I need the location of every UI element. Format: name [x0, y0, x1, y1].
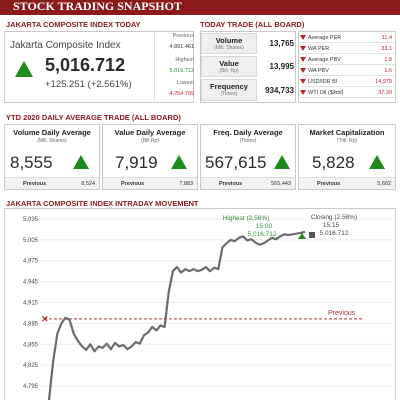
- indicator-row: WA PBV 1.6: [300, 67, 394, 76]
- indicator-row: USD/IDR BI 14,979: [300, 78, 394, 87]
- up-arrow-icon: [369, 155, 385, 174]
- ytd-box-footer: Previous 565,443: [201, 177, 295, 189]
- previous-label: Previous: [172, 33, 194, 39]
- value-unit: (Bill. Rp): [219, 68, 239, 74]
- indicator-value: 14,979: [375, 79, 392, 85]
- page-title: STOCK TRADING SNAPSHOT: [13, 0, 182, 13]
- ytd-box-unit: (Bill.Rp): [141, 138, 159, 144]
- frequency-unit: (Times): [220, 91, 238, 97]
- ytd-box-footer: Previous 5,682: [299, 177, 395, 189]
- ytd-box-value: 5,828: [312, 153, 355, 172]
- indicator-row: WTI Oil ($/bbl) 37.30: [300, 89, 394, 98]
- ytd-prev-value: 7,883: [179, 181, 193, 187]
- ytd-box-footer: Previous 8,524: [5, 177, 99, 189]
- ytd-box-unit: (Mill. Shares): [37, 138, 67, 144]
- ytd-box-frequency: Freq. Daily Average (Times) 567,615 Prev…: [200, 124, 296, 190]
- highest-value: 5,016.712: [169, 68, 194, 74]
- ytd-box-value: 8,555: [10, 153, 53, 172]
- frequency-label-cell: Frequency (Times): [201, 79, 257, 101]
- ytd-box-value: 567,615: [205, 153, 267, 172]
- down-arrow-icon: [300, 68, 306, 73]
- value-label-cell: Value (Bill. Rp): [201, 56, 257, 77]
- down-arrow-icon: [300, 35, 306, 40]
- indicator-value: 11.4: [381, 35, 392, 41]
- ytd-box-value-avg: Value Daily Average (Bill.Rp) 7,919 Prev…: [102, 124, 198, 190]
- indicator-label: Average PER: [308, 35, 342, 41]
- volume-unit: (Mill. Shares): [214, 45, 244, 51]
- up-arrow-icon: [171, 155, 187, 174]
- jci-value: 5,016.712: [45, 55, 126, 75]
- up-arrow-icon: [15, 61, 33, 82]
- indicator-row: Average PBV 1.8: [300, 56, 394, 65]
- volume-label: Volume: [215, 36, 243, 45]
- volume-value: 13,765: [269, 39, 294, 48]
- ytd-prev-label: Previous: [219, 181, 243, 187]
- ytd-box-title: Freq. Daily Average: [213, 128, 283, 137]
- ytd-prev-label: Previous: [121, 181, 145, 187]
- indicator-value: 33.1: [381, 46, 392, 52]
- down-arrow-icon: [300, 57, 306, 62]
- lowest-label: Lowest: [176, 80, 194, 86]
- jci-box: [4, 31, 194, 103]
- value-value: 13,995: [269, 62, 294, 71]
- ytd-box-volume: Volume Daily Average (Mill. Shares) 8,55…: [4, 124, 100, 190]
- volume-label-cell: Volume (Mill. Shares): [201, 33, 257, 54]
- indicator-row: Average PER 11.4: [300, 34, 394, 43]
- down-arrow-icon: [300, 90, 306, 95]
- indicator-label: WTI Oil ($/bbl): [308, 90, 344, 96]
- up-arrow-icon: [274, 155, 290, 174]
- header-bar: STOCK TRADING SNAPSHOT: [0, 0, 400, 15]
- down-arrow-icon: [300, 46, 306, 51]
- indicators-box: [298, 31, 396, 103]
- intraday-chart-box: [4, 208, 396, 400]
- value-label: Value: [219, 59, 239, 68]
- jci-section-title: JAKARTA COMPOSITE INDEX TODAY: [6, 20, 141, 29]
- indicator-value: 1.8: [384, 57, 392, 63]
- frequency-label: Frequency: [210, 82, 248, 91]
- indicator-label: WA PER: [308, 46, 330, 52]
- ytd-box-market-cap: Market Capitalization (Trill. Rp) 5,828 …: [298, 124, 396, 190]
- intraday-section-title: JAKARTA COMPOSITE INDEX INTRADAY MOVEMEN…: [6, 199, 199, 208]
- highest-label: Highest: [175, 57, 194, 63]
- indicator-value: 37.30: [378, 90, 392, 96]
- previous-value: 4,891.461: [169, 44, 194, 50]
- indicator-value: 1.6: [384, 68, 392, 74]
- frequency-value: 934,733: [265, 86, 294, 95]
- indicator-label: USD/IDR BI: [308, 79, 338, 85]
- ytd-box-title: Market Capitalization: [309, 128, 385, 137]
- ytd-box-title: Volume Daily Average: [13, 128, 91, 137]
- ytd-prev-label: Previous: [317, 181, 341, 187]
- ytd-box-unit: (Times): [239, 138, 257, 144]
- ytd-prev-label: Previous: [23, 181, 47, 187]
- ytd-box-title: Value Daily Average: [114, 128, 186, 137]
- jci-side-panel: [154, 31, 194, 103]
- ytd-section-title: YTD 2020 DAILY AVERAGE TRADE (ALL BOARD): [6, 113, 181, 122]
- ytd-prev-value: 8,524: [81, 181, 95, 187]
- indicator-label: Average PBV: [308, 57, 341, 63]
- up-arrow-icon: [73, 155, 89, 174]
- ytd-prev-value: 5,682: [377, 181, 391, 187]
- ytd-box-value: 7,919: [115, 153, 158, 172]
- today-trade-section-title: TODAY TRADE (ALL BOARD): [200, 20, 305, 29]
- indicator-row: WA PER 33.1: [300, 45, 394, 54]
- indicator-label: WA PBV: [308, 68, 329, 74]
- lowest-value: 4,754.799: [169, 91, 194, 97]
- ytd-box-unit: (Trill. Rp): [336, 138, 358, 144]
- ytd-prev-value: 565,443: [271, 181, 291, 187]
- down-arrow-icon: [300, 79, 306, 84]
- jci-change: +125.251 (+2.561%): [45, 79, 132, 90]
- jci-name: Jakarta Composite Index: [10, 40, 121, 51]
- ytd-box-footer: Previous 7,883: [103, 177, 197, 189]
